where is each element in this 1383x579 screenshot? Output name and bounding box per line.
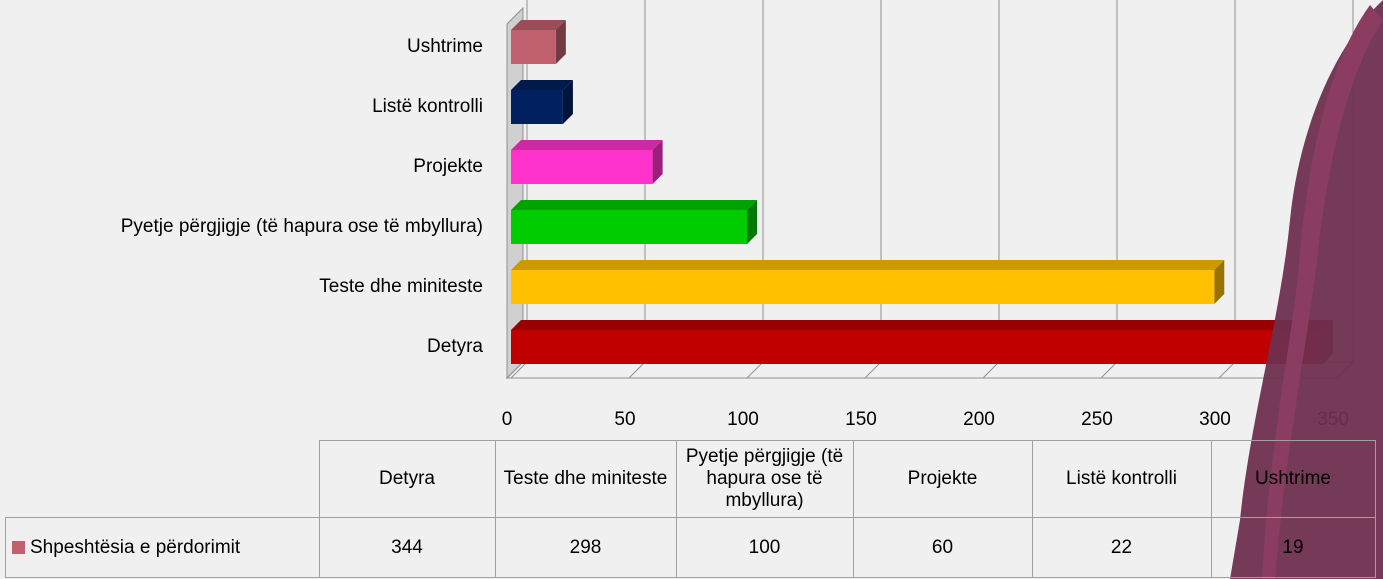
table-value: 60 [852, 517, 1033, 578]
y-tick-label: Pyetje përgjigje (të hapura ose të mbyll… [121, 216, 483, 237]
bar-side [1214, 260, 1225, 304]
tick-mark [1218, 361, 1236, 379]
bar-top [511, 260, 1225, 270]
bar-side [555, 20, 566, 64]
bar [511, 210, 747, 244]
table-header: Projekte [852, 440, 1033, 518]
tick-mark [982, 361, 1000, 379]
blank-cell [5, 440, 320, 518]
y-tick-label: Detyra [427, 336, 483, 357]
x-tick-label: 100 [727, 409, 759, 430]
bar [511, 30, 556, 64]
x-tick-label: 200 [963, 409, 995, 430]
legend-cell: Shpeshtësia e përdorimit [5, 517, 320, 578]
bar [511, 90, 563, 124]
data-table: Detyra Teste dhe miniteste Pyetje përgjigj… [5, 440, 1376, 578]
table-value: 19 [1210, 517, 1376, 578]
bar-side [562, 80, 573, 124]
y-tick-label: Projekte [413, 156, 483, 177]
bar [511, 330, 1323, 364]
tick-mark [510, 361, 528, 379]
table-header: Listë kontrolli [1031, 440, 1212, 518]
x-tick-label: 250 [1081, 409, 1113, 430]
bar-side [652, 140, 663, 184]
plot-area: 050100150200250300350DetyraTeste dhe min… [121, 0, 1355, 430]
bar-top [511, 80, 573, 90]
table-header: Teste dhe miniteste [494, 440, 677, 518]
table-value: 22 [1031, 517, 1212, 578]
x-tick-label: 300 [1199, 409, 1231, 430]
y-tick-label: Listë kontrolli [372, 96, 483, 117]
y-tick-label: Ushtrime [407, 36, 483, 57]
tick-mark [628, 361, 646, 379]
bar-top [511, 20, 566, 30]
tick-mark [1100, 361, 1118, 379]
table-header: Pyetje përgjigje (të hapura ose të mbyll… [675, 440, 854, 518]
x-tick-label: 150 [845, 409, 877, 430]
bar [511, 270, 1215, 304]
table-value: 298 [494, 517, 677, 578]
table-header: Ushtrime [1210, 440, 1376, 518]
y-tick-label: Teste dhe miniteste [319, 276, 483, 297]
legend-label: Shpeshtësia e përdorimit [30, 536, 241, 558]
legend-key [12, 540, 25, 554]
bar-side [747, 200, 757, 244]
floor [505, 361, 1355, 379]
bar-top [511, 140, 663, 150]
table-header: Detyra [318, 440, 496, 518]
bar-top [511, 200, 757, 210]
bar [511, 150, 653, 184]
bar-top [511, 320, 1333, 330]
x-tick-label: 50 [614, 409, 635, 430]
x-tick-label: 0 [502, 409, 513, 430]
table-value: 100 [675, 517, 854, 578]
table-value: 344 [318, 517, 496, 578]
tick-mark [746, 361, 764, 379]
tick-mark [864, 361, 882, 379]
